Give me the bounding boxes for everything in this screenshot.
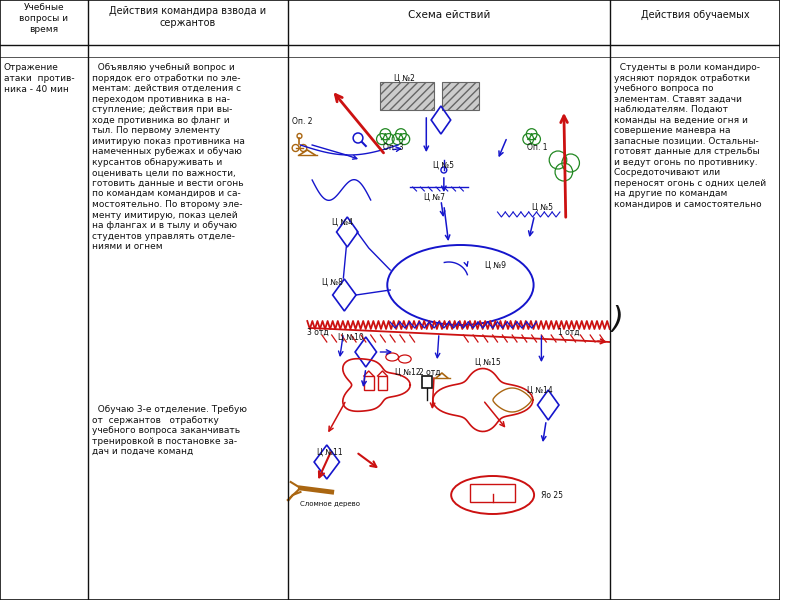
Text: Ц №8: Ц №8 [322, 277, 342, 286]
Circle shape [396, 138, 398, 140]
Text: Ц №9: Ц №9 [485, 260, 506, 269]
Bar [364, 376, 374, 390]
Text: Ц №4: Ц №4 [332, 217, 353, 226]
Text: Яо 25: Яо 25 [542, 491, 563, 499]
Text: Обучаю 3-е отделение. Требую
от  сержантов   отработку
учебного вопроса заканчив: Обучаю 3-е отделение. Требую от сержанто… [92, 405, 246, 456]
Text: Ц №11: Ц №11 [317, 448, 342, 457]
Text: Сломное дерево: Сломное дерево [301, 501, 361, 507]
Text: Ц №5: Ц №5 [434, 160, 454, 169]
Circle shape [527, 138, 530, 140]
Text: Схема ействий: Схема ействий [407, 10, 490, 20]
Bar [378, 376, 387, 390]
Text: Студенты в роли командиро-
уясняют порядок отработки
учебного вопроса по
элемент: Студенты в роли командиро- уясняют поряд… [614, 63, 766, 209]
Circle shape [400, 133, 402, 136]
Text: Отражение
атаки  против-
ника - 40 мин: Отражение атаки против- ника - 40 мин [4, 63, 74, 94]
Bar [470, 484, 515, 502]
Circle shape [403, 138, 406, 140]
Text: Ц №12: Ц №12 [395, 367, 421, 377]
Bar [381, 82, 434, 110]
Circle shape [530, 133, 533, 136]
Text: Ц №10: Ц №10 [338, 332, 364, 341]
Text: Ц №2: Ц №2 [394, 73, 415, 82]
Text: Оп. 2: Оп. 2 [292, 118, 312, 127]
Text: Ц №14: Ц №14 [526, 385, 553, 395]
Text: Действия командира взвода и
сержантов: Действия командира взвода и сержантов [110, 6, 266, 28]
Text: Объявляю учебный вопрос и
порядок его отработки по эле-
ментам: действия отделен: Объявляю учебный вопрос и порядок его от… [92, 63, 245, 251]
Text: Ц №15: Ц №15 [475, 358, 501, 367]
Text: Учебные
вопросы и
время: Учебные вопросы и время [19, 3, 68, 34]
Circle shape [387, 138, 390, 140]
Text: 2 отд: 2 отд [419, 367, 441, 377]
Bar [442, 82, 479, 110]
Text: 1 отд: 1 отд [558, 328, 579, 337]
Text: Ц №7: Ц №7 [423, 193, 445, 202]
Circle shape [534, 138, 536, 140]
Text: Оп. 3: Оп. 3 [383, 143, 404, 152]
Text: Оп. 1: Оп. 1 [526, 143, 547, 152]
Circle shape [381, 138, 383, 140]
Text: 3 отд: 3 отд [307, 328, 329, 337]
Circle shape [384, 133, 386, 136]
Bar [422, 376, 432, 388]
Text: Действия обучаемых: Действия обучаемых [641, 10, 750, 20]
Text: ): ) [612, 305, 623, 335]
Text: Ц №5: Ц №5 [532, 202, 553, 211]
